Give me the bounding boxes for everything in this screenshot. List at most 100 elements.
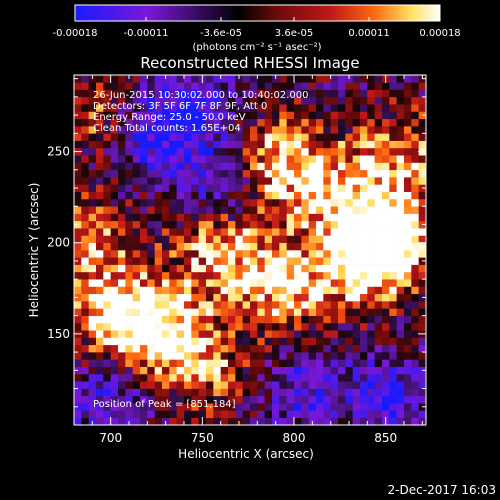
heatmap-cell bbox=[81, 96, 89, 105]
heatmap-cell bbox=[264, 293, 273, 302]
heatmap-cell bbox=[257, 250, 265, 258]
heatmap-cell bbox=[279, 162, 287, 171]
heatmap-cell bbox=[411, 169, 419, 178]
heatmap-cell bbox=[191, 381, 199, 389]
heatmap-cell bbox=[184, 352, 192, 360]
heatmap-cell bbox=[140, 344, 148, 353]
heatmap-cell bbox=[257, 337, 265, 346]
heatmap-cell bbox=[374, 198, 383, 207]
heatmap-cell bbox=[110, 373, 119, 382]
heatmap-cell bbox=[220, 96, 229, 105]
heatmap-cell bbox=[74, 177, 82, 185]
heatmap-cell bbox=[191, 337, 199, 346]
heatmap-cell bbox=[316, 162, 324, 171]
heatmap-cell bbox=[352, 330, 361, 338]
heatmap-cell bbox=[374, 177, 383, 185]
heatmap-cell bbox=[272, 155, 280, 163]
heatmap-cell bbox=[404, 162, 412, 171]
heatmap-cell bbox=[125, 235, 133, 244]
heatmap-cell bbox=[184, 198, 192, 207]
heatmap-cell bbox=[323, 213, 331, 222]
heatmap-cell bbox=[74, 213, 82, 222]
heatmap-cell bbox=[286, 301, 295, 309]
heatmap-cell bbox=[198, 344, 207, 353]
heatmap-cell bbox=[140, 293, 148, 302]
heatmap-cell bbox=[374, 322, 383, 331]
heatmap-cell bbox=[140, 366, 148, 375]
heatmap-cell bbox=[338, 155, 346, 163]
heatmap-cell bbox=[418, 271, 427, 280]
heatmap-cell bbox=[418, 308, 427, 316]
heatmap-cell bbox=[272, 293, 280, 302]
heatmap-cell bbox=[250, 191, 258, 200]
heatmap-cell bbox=[323, 162, 331, 171]
heatmap-cell bbox=[308, 388, 317, 397]
heatmap-cell bbox=[184, 264, 192, 273]
heatmap-cell bbox=[242, 104, 251, 112]
heatmap-cell bbox=[242, 308, 251, 316]
heatmap-cell bbox=[389, 140, 397, 149]
heatmap-cell bbox=[162, 366, 170, 375]
heatmap-cell bbox=[242, 191, 251, 200]
heatmap-cell bbox=[250, 264, 258, 273]
heatmap-cell bbox=[132, 388, 141, 397]
heatmap-cell bbox=[74, 395, 82, 404]
heatmap-cell bbox=[110, 250, 119, 258]
annotation-clean: Clean Total counts: 1.65E+04 bbox=[93, 123, 241, 134]
heatmap-cell bbox=[264, 250, 273, 258]
heatmap-cell bbox=[301, 301, 309, 309]
heatmap-cell bbox=[162, 191, 170, 200]
heatmap-cell bbox=[330, 410, 339, 419]
heatmap-cell bbox=[360, 147, 368, 156]
heatmap-cell bbox=[96, 111, 104, 120]
heatmap-cell bbox=[382, 118, 390, 127]
heatmap-cell bbox=[294, 315, 302, 324]
chart-title: Reconstructed RHESSI Image bbox=[140, 54, 359, 72]
heatmap-cell bbox=[389, 366, 397, 375]
heatmap-cell bbox=[176, 257, 185, 265]
heatmap-cell bbox=[198, 308, 207, 316]
heatmap-cell bbox=[103, 147, 111, 156]
heatmap-cell bbox=[176, 242, 185, 251]
heatmap-cell bbox=[242, 344, 251, 353]
heatmap-cell bbox=[213, 191, 221, 200]
heatmap-cell bbox=[374, 147, 383, 156]
heatmap-cell bbox=[330, 381, 339, 389]
heatmap-cell bbox=[404, 264, 412, 273]
heatmap-cell bbox=[301, 111, 309, 120]
heatmap-cell bbox=[220, 82, 229, 90]
heatmap-cell bbox=[323, 279, 331, 287]
heatmap-cell bbox=[374, 286, 383, 295]
heatmap-cell bbox=[81, 169, 89, 178]
heatmap-cell bbox=[367, 140, 375, 149]
heatmap-cell bbox=[345, 213, 353, 222]
heatmap-cell bbox=[279, 75, 287, 83]
heatmap-cell bbox=[169, 301, 177, 309]
heatmap-cell bbox=[154, 169, 163, 178]
heatmap-cell bbox=[367, 271, 375, 280]
heatmap-cell bbox=[176, 104, 185, 112]
heatmap-cell bbox=[250, 82, 258, 90]
heatmap-cell bbox=[404, 388, 412, 397]
heatmap-cell bbox=[206, 301, 214, 309]
heatmap-cell bbox=[308, 403, 317, 411]
heatmap-cell bbox=[110, 89, 119, 98]
heatmap-cell bbox=[396, 308, 405, 316]
heatmap-cell bbox=[330, 242, 339, 251]
heatmap-cell bbox=[103, 366, 111, 375]
heatmap-cell bbox=[323, 322, 331, 331]
heatmap-cell bbox=[81, 147, 89, 156]
heatmap-cell bbox=[220, 133, 229, 141]
heatmap-cell bbox=[191, 89, 199, 98]
heatmap-cell bbox=[367, 104, 375, 112]
heatmap-cell bbox=[103, 82, 111, 90]
heatmap-cell bbox=[389, 330, 397, 338]
heatmap-cell bbox=[74, 206, 82, 214]
heatmap-cell bbox=[81, 410, 89, 419]
heatmap-cell bbox=[308, 308, 317, 316]
heatmap-cell bbox=[308, 315, 317, 324]
heatmap-cell bbox=[74, 308, 82, 316]
heatmap-cell bbox=[176, 359, 185, 367]
heatmap-cell bbox=[96, 344, 104, 353]
heatmap-cell bbox=[242, 366, 251, 375]
